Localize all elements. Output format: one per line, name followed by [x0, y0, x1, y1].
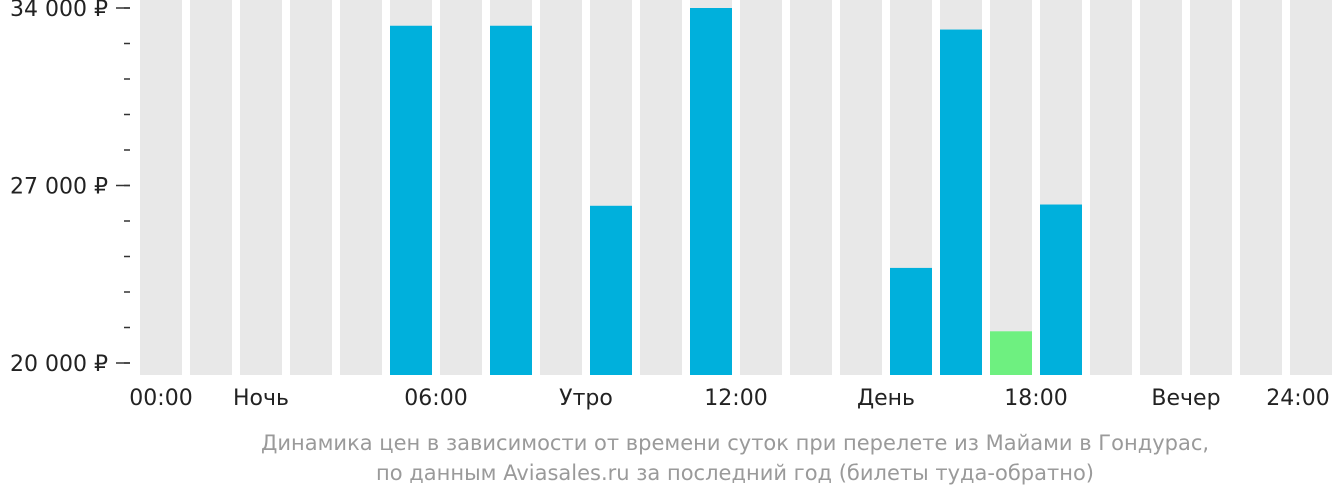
x-label: День: [857, 386, 915, 411]
bar-background-21: [1190, 0, 1232, 375]
bar-18:00: [1040, 204, 1082, 375]
bar-09:00: [590, 205, 632, 375]
chart-caption-line-1: Динамика цен в зависимости от времени су…: [260, 431, 1210, 455]
bar-background-3: [290, 0, 332, 375]
chart-caption-line-2: по данным Aviasales.ru за последний год …: [376, 461, 1094, 485]
bar-15:00: [890, 267, 932, 375]
bar-background-23: [1290, 0, 1332, 375]
bar-background-4: [340, 0, 382, 375]
bar-11:00: [690, 8, 732, 375]
bar-background-14: [840, 0, 882, 375]
bar-background-20: [1140, 0, 1182, 375]
bar-background-22: [1240, 0, 1282, 375]
bar-background-0: [140, 0, 182, 375]
x-label: Ночь: [233, 386, 289, 411]
x-label: Вечер: [1151, 386, 1220, 411]
bar-background-13: [790, 0, 832, 375]
x-label: 24:00: [1266, 386, 1329, 411]
bar-17:00: [990, 331, 1032, 375]
x-label: 12:00: [704, 386, 767, 411]
y-tick-label: 34 000 ₽: [10, 0, 108, 22]
x-label: 18:00: [1004, 386, 1067, 411]
bar-background-10: [640, 0, 682, 375]
bar-07:00: [490, 25, 532, 375]
x-label: 00:00: [129, 386, 192, 411]
y-tick-label: 27 000 ₽: [10, 175, 108, 200]
bar-background-1: [190, 0, 232, 375]
bar-background-12: [740, 0, 782, 375]
bar-background-17: [990, 0, 1032, 375]
x-label: Утро: [559, 386, 613, 411]
bar-16:00: [940, 29, 982, 376]
bar-background-2: [240, 0, 282, 375]
bar-background-19: [1090, 0, 1132, 375]
bar-background-8: [540, 0, 582, 375]
y-tick-label: 20 000 ₽: [10, 352, 108, 377]
bar-05:00: [390, 25, 432, 375]
x-label: 06:00: [404, 386, 467, 411]
bar-background-6: [440, 0, 482, 375]
